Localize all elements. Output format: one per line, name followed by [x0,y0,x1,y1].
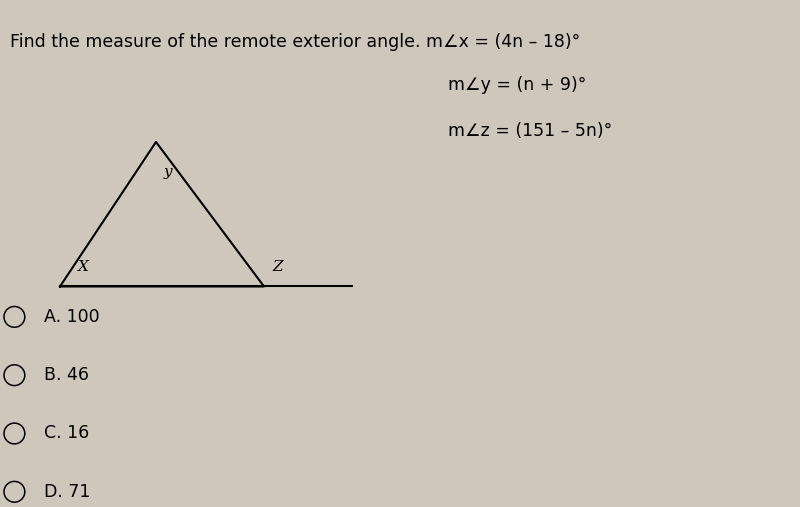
Text: Z: Z [272,260,282,274]
Text: C. 16: C. 16 [44,424,90,443]
Text: X: X [78,260,89,274]
Text: m∠z = (151 – 5n)°: m∠z = (151 – 5n)° [448,122,612,140]
Text: y: y [164,165,173,179]
Text: A. 100: A. 100 [44,308,100,326]
Text: m∠y = (n + 9)°: m∠y = (n + 9)° [448,76,586,94]
Text: B. 46: B. 46 [44,366,89,384]
Text: D. 71: D. 71 [44,483,90,501]
Text: Find the measure of the remote exterior angle. m∠x = (4n – 18)°: Find the measure of the remote exterior … [10,33,580,51]
